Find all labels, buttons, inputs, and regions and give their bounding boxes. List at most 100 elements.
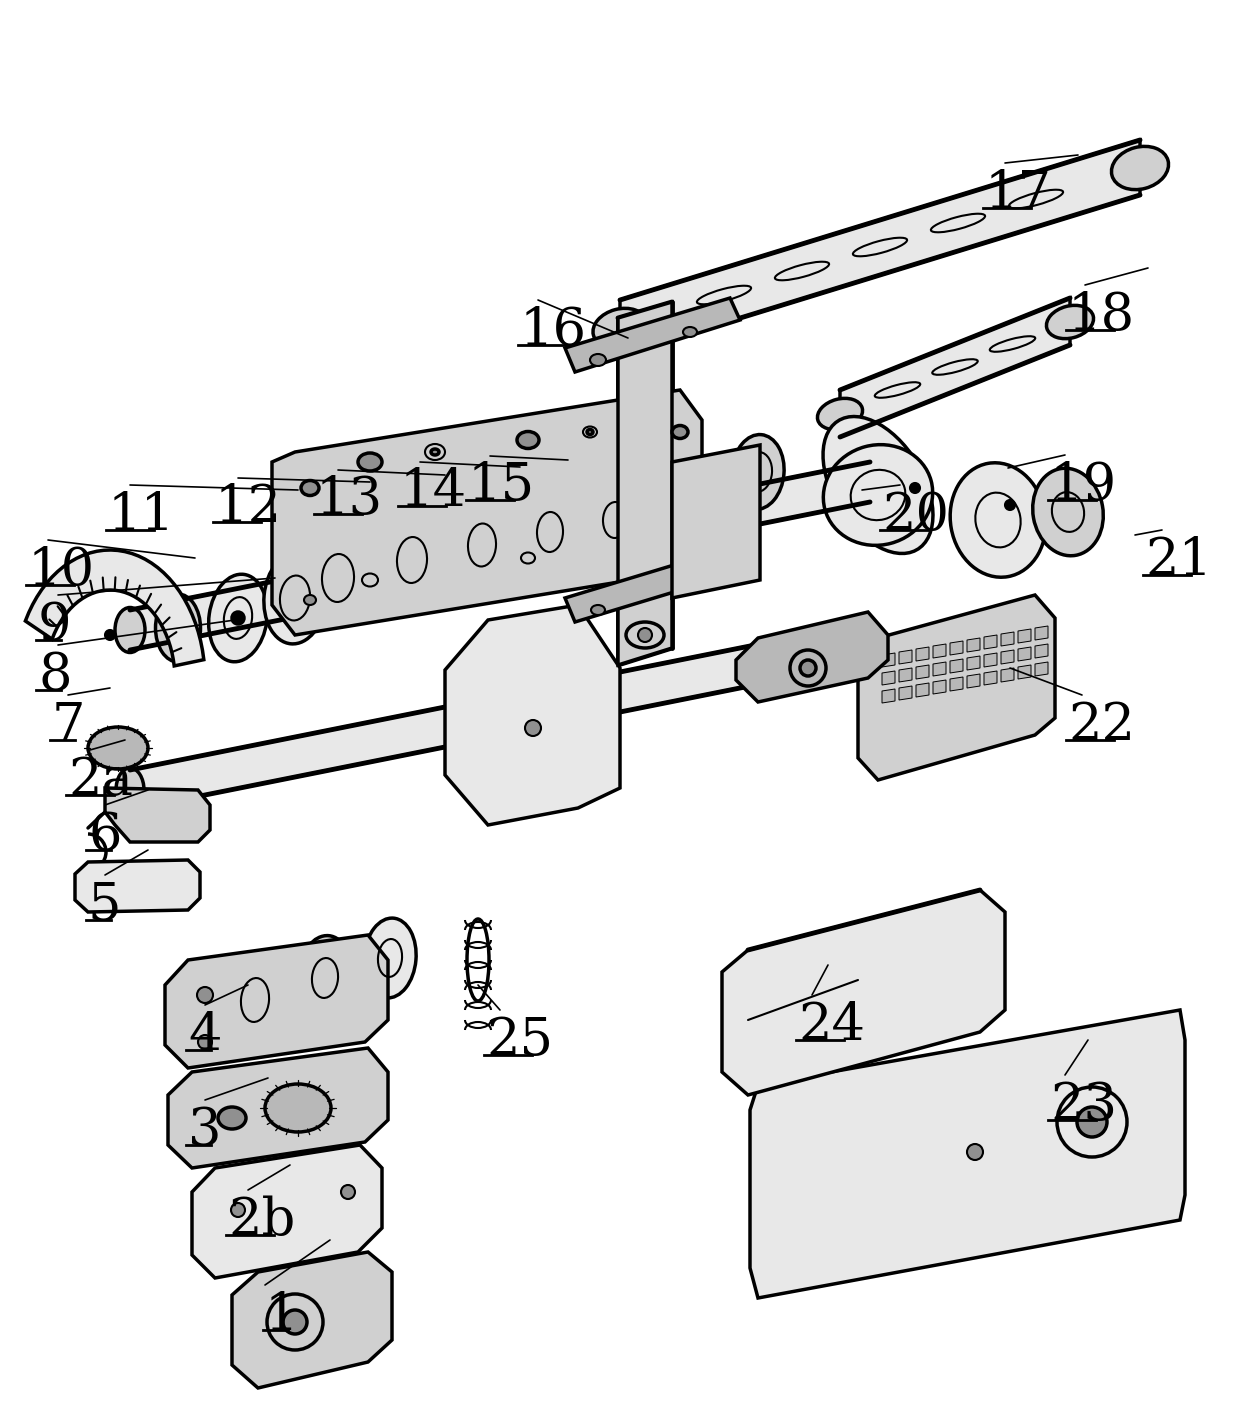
Polygon shape xyxy=(967,674,980,688)
Polygon shape xyxy=(565,548,740,622)
Polygon shape xyxy=(932,680,946,694)
Text: 8: 8 xyxy=(38,651,72,701)
Polygon shape xyxy=(899,667,911,681)
Polygon shape xyxy=(882,688,895,702)
Text: 12: 12 xyxy=(215,482,283,533)
Polygon shape xyxy=(916,646,929,660)
Ellipse shape xyxy=(626,622,663,648)
Polygon shape xyxy=(167,1049,388,1168)
Text: 2b: 2b xyxy=(228,1195,295,1246)
Polygon shape xyxy=(967,638,980,652)
Ellipse shape xyxy=(672,425,688,439)
Polygon shape xyxy=(165,935,388,1068)
Ellipse shape xyxy=(381,513,443,607)
Text: 18: 18 xyxy=(1068,290,1135,341)
Text: 25: 25 xyxy=(486,1015,553,1066)
Text: 15: 15 xyxy=(467,460,536,510)
Text: 10: 10 xyxy=(29,545,95,596)
Polygon shape xyxy=(737,613,888,702)
Circle shape xyxy=(800,660,816,676)
Ellipse shape xyxy=(117,768,144,812)
Polygon shape xyxy=(74,859,200,911)
Ellipse shape xyxy=(363,918,417,998)
Ellipse shape xyxy=(155,594,201,662)
Polygon shape xyxy=(839,299,1070,437)
Circle shape xyxy=(105,629,115,639)
Text: 19: 19 xyxy=(1050,460,1117,510)
Circle shape xyxy=(232,613,244,624)
Ellipse shape xyxy=(1047,306,1094,339)
Ellipse shape xyxy=(226,955,284,1044)
Polygon shape xyxy=(950,659,963,673)
Text: 20: 20 xyxy=(882,491,949,541)
Text: 14: 14 xyxy=(401,465,467,517)
Ellipse shape xyxy=(856,461,884,503)
Polygon shape xyxy=(899,651,911,665)
Text: 9: 9 xyxy=(38,600,72,651)
Ellipse shape xyxy=(208,575,268,662)
Ellipse shape xyxy=(589,479,641,559)
Circle shape xyxy=(1004,501,1016,510)
Polygon shape xyxy=(858,594,1055,780)
Polygon shape xyxy=(985,653,997,667)
Ellipse shape xyxy=(823,444,932,545)
Text: 7: 7 xyxy=(52,700,86,751)
Ellipse shape xyxy=(432,449,439,456)
Ellipse shape xyxy=(732,435,784,509)
Ellipse shape xyxy=(1111,146,1168,189)
Circle shape xyxy=(283,1309,308,1333)
Ellipse shape xyxy=(521,488,579,576)
Text: 6: 6 xyxy=(88,810,122,861)
Polygon shape xyxy=(565,299,740,372)
Text: 5: 5 xyxy=(88,880,122,931)
Text: 16: 16 xyxy=(520,306,587,356)
Polygon shape xyxy=(916,683,929,697)
Polygon shape xyxy=(272,390,702,635)
Ellipse shape xyxy=(301,481,319,495)
Polygon shape xyxy=(722,890,1004,1095)
Circle shape xyxy=(198,1035,212,1049)
Polygon shape xyxy=(750,1009,1185,1298)
Polygon shape xyxy=(882,653,895,667)
Polygon shape xyxy=(950,641,963,655)
Ellipse shape xyxy=(590,353,606,366)
Ellipse shape xyxy=(1033,468,1104,555)
Ellipse shape xyxy=(683,327,697,336)
Polygon shape xyxy=(967,656,980,670)
Ellipse shape xyxy=(88,728,148,770)
Circle shape xyxy=(639,628,652,642)
Ellipse shape xyxy=(517,432,539,449)
Text: 22: 22 xyxy=(1068,700,1135,751)
Polygon shape xyxy=(1001,632,1014,646)
Text: 24: 24 xyxy=(799,1000,866,1052)
Polygon shape xyxy=(1018,629,1030,644)
Polygon shape xyxy=(672,444,760,599)
Ellipse shape xyxy=(305,529,371,627)
Circle shape xyxy=(967,1144,983,1159)
Polygon shape xyxy=(25,550,203,666)
Circle shape xyxy=(525,721,541,736)
Text: 17: 17 xyxy=(985,168,1052,219)
Polygon shape xyxy=(130,463,870,651)
Text: 21: 21 xyxy=(1145,536,1213,586)
Text: 23: 23 xyxy=(1050,1080,1117,1131)
Circle shape xyxy=(231,1203,246,1217)
Ellipse shape xyxy=(304,594,316,606)
Ellipse shape xyxy=(453,501,511,590)
Polygon shape xyxy=(1001,651,1014,665)
Polygon shape xyxy=(985,635,997,649)
Ellipse shape xyxy=(264,552,326,644)
Polygon shape xyxy=(1035,662,1048,676)
Text: 13: 13 xyxy=(316,474,383,524)
Ellipse shape xyxy=(817,398,863,429)
Ellipse shape xyxy=(593,308,647,348)
Ellipse shape xyxy=(265,1084,331,1131)
Ellipse shape xyxy=(591,606,605,615)
Circle shape xyxy=(197,987,213,1002)
Text: 3: 3 xyxy=(188,1105,222,1157)
Ellipse shape xyxy=(298,935,352,1021)
Ellipse shape xyxy=(358,453,382,471)
Polygon shape xyxy=(232,1252,392,1388)
Polygon shape xyxy=(105,788,210,843)
Polygon shape xyxy=(1035,627,1048,639)
